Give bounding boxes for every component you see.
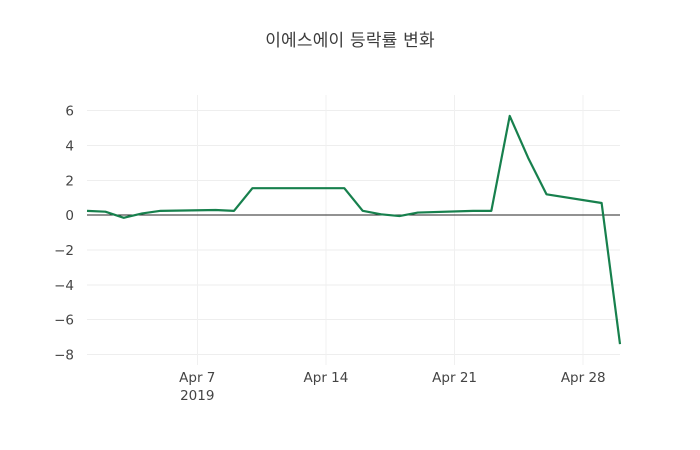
y-tick-label: 6 [65, 104, 74, 120]
x-tick-label: Apr 21 [432, 370, 477, 386]
y-axis-tick-labels: 6 4 2 0 −2 −4 −6 −8 [54, 104, 74, 364]
x-tick-label: Apr 14 [304, 370, 349, 386]
x-tick-sublabel: 2019 [180, 388, 214, 404]
chart-title: 이에스에이 등락률 변화 [265, 31, 435, 51]
x-tick-label: Apr 7 [179, 370, 215, 386]
y-tick-label: 0 [65, 208, 74, 224]
y-tick-label: 2 [65, 173, 74, 189]
series-line [86, 114, 622, 345]
x-axis-tick-labels: Apr 7 2019 Apr 14 Apr 21 Apr 28 [179, 370, 606, 404]
y-gridlines [87, 110, 620, 356]
y-tick-label: −4 [54, 278, 74, 294]
x-gridlines [196, 95, 584, 365]
data-series-line [86, 114, 622, 345]
y-tick-label: −8 [54, 348, 74, 364]
x-tick-label: Apr 28 [561, 370, 606, 386]
y-tick-label: −6 [54, 313, 74, 329]
y-tick-label: 4 [65, 139, 74, 155]
y-tick-label: −2 [54, 243, 74, 259]
